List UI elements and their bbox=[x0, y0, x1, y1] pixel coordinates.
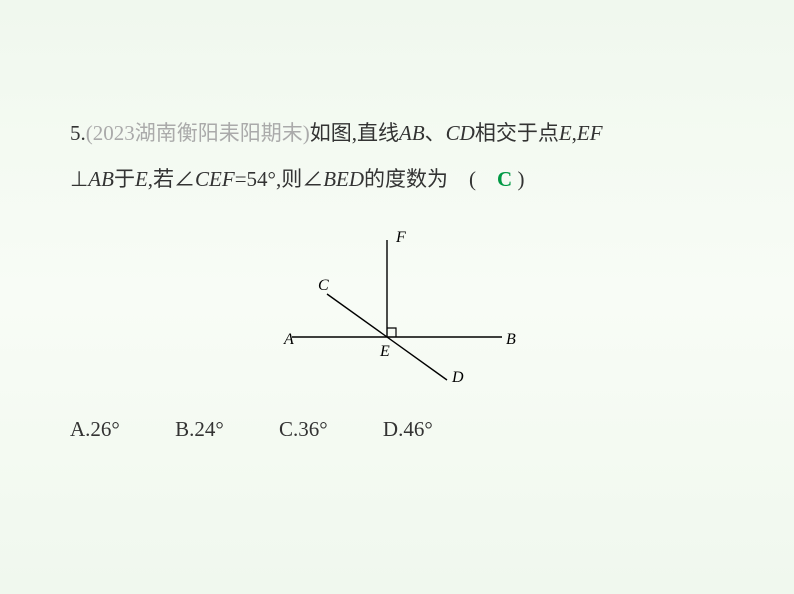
option-b: B.24° bbox=[175, 417, 224, 442]
figure-container: A B C D E F bbox=[70, 222, 734, 387]
option-b-value: 24° bbox=[194, 417, 223, 441]
svg-text:B: B bbox=[506, 331, 516, 348]
comma-2: ,若∠ bbox=[148, 167, 195, 191]
option-c: C.36° bbox=[279, 417, 328, 442]
var-bed: BED bbox=[323, 167, 364, 191]
question-text: 5.(2023湖南衡阳耒阳期末)如图,直线AB、CD相交于点E,EF ⊥AB于E… bbox=[70, 110, 734, 202]
punc-1: 、 bbox=[425, 121, 446, 145]
svg-text:A: A bbox=[283, 331, 294, 348]
options-row: A.26° B.24° C.36° D.46° bbox=[70, 417, 734, 442]
option-d-label: D. bbox=[383, 417, 403, 441]
var-ab: AB bbox=[399, 121, 425, 145]
option-c-label: C. bbox=[279, 417, 298, 441]
text-1: 如图,直线 bbox=[310, 121, 399, 145]
option-a-label: A. bbox=[70, 417, 90, 441]
var-e2: E bbox=[135, 167, 148, 191]
question-source: (2023湖南衡阳耒阳期末) bbox=[86, 121, 310, 145]
var-ab2: AB bbox=[88, 167, 114, 191]
svg-text:D: D bbox=[451, 369, 464, 382]
var-cd: CD bbox=[446, 121, 475, 145]
svg-text:F: F bbox=[395, 229, 406, 246]
text-7: ) bbox=[512, 167, 524, 191]
var-cef: CEF bbox=[195, 167, 235, 191]
option-b-label: B. bbox=[175, 417, 194, 441]
question-block: 5.(2023湖南衡阳耒阳期末)如图,直线AB、CD相交于点E,EF ⊥AB于E… bbox=[0, 0, 794, 442]
option-d-value: 46° bbox=[403, 417, 432, 441]
answer-letter: C bbox=[497, 167, 512, 191]
option-a: A.26° bbox=[70, 417, 120, 442]
option-c-value: 36° bbox=[298, 417, 327, 441]
text-5: =54°,则∠ bbox=[235, 167, 324, 191]
svg-text:E: E bbox=[379, 343, 390, 360]
text-4: 于 bbox=[114, 167, 135, 191]
var-e1: E bbox=[559, 121, 572, 145]
text-6: 的度数为 ( bbox=[364, 167, 497, 191]
geometry-figure: A B C D E F bbox=[272, 222, 532, 387]
question-number: 5. bbox=[70, 121, 86, 145]
svg-text:C: C bbox=[318, 277, 329, 294]
geometry-svg: A B C D E F bbox=[272, 222, 532, 382]
text-3: ⊥ bbox=[70, 167, 88, 191]
option-a-value: 26° bbox=[90, 417, 119, 441]
var-ef: EF bbox=[577, 121, 603, 145]
text-2: 相交于点 bbox=[475, 121, 559, 145]
option-d: D.46° bbox=[383, 417, 433, 442]
